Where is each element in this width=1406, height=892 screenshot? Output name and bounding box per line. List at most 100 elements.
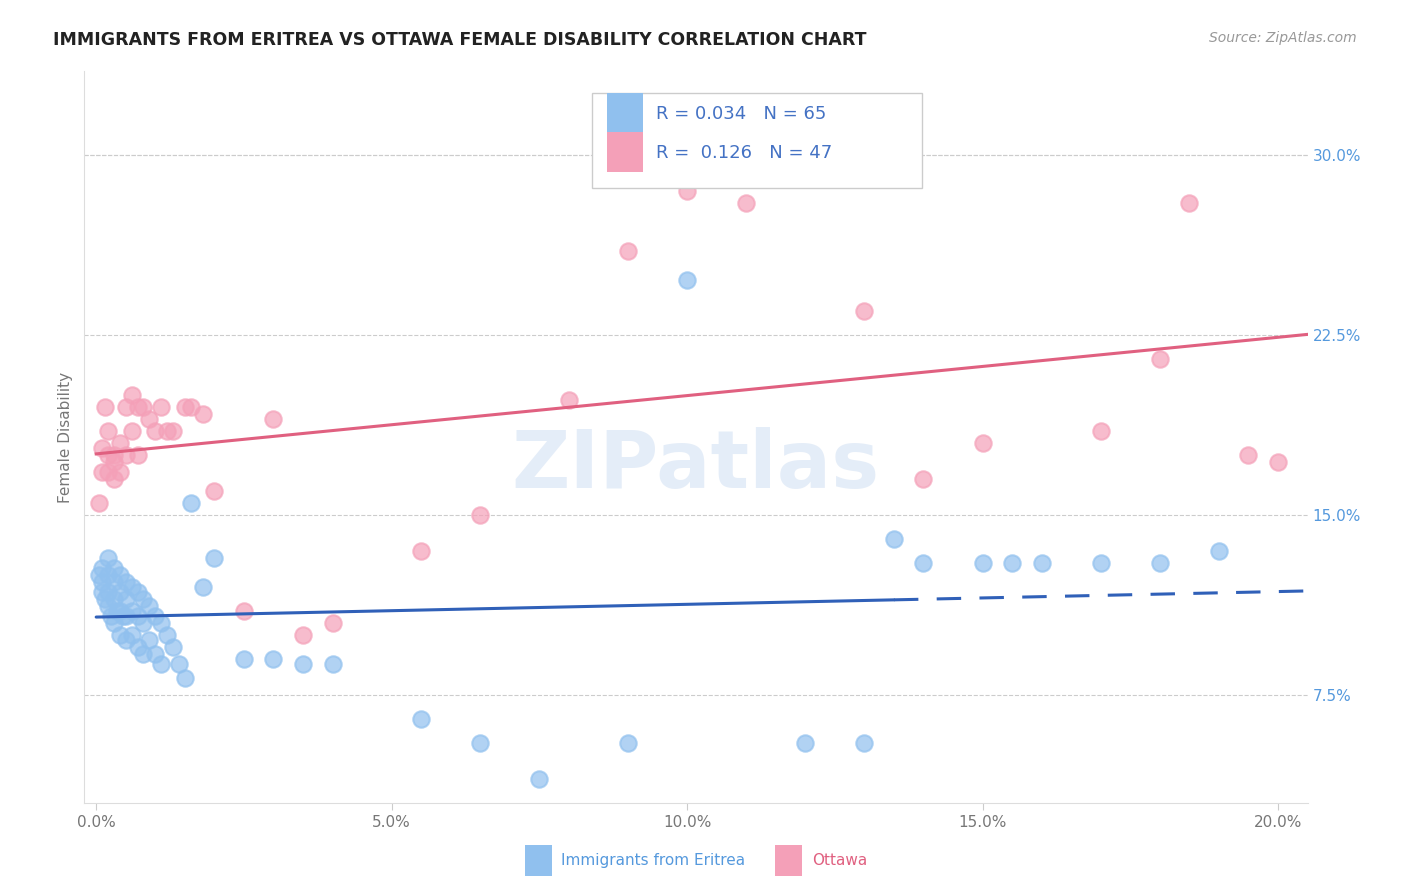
Point	[558, 392, 581, 407]
Point	[97, 465, 120, 479]
Point	[180, 400, 202, 414]
Point	[191, 407, 214, 421]
Point	[89, 568, 111, 582]
Point	[1267, 455, 1289, 469]
Point	[202, 483, 225, 498]
Point	[191, 580, 214, 594]
Point	[97, 551, 120, 566]
Point	[91, 441, 114, 455]
Point	[103, 455, 125, 469]
Point	[121, 604, 143, 618]
Point	[794, 736, 817, 750]
Text: R =  0.126   N = 47: R = 0.126 N = 47	[655, 145, 832, 162]
Point	[1237, 448, 1260, 462]
Point	[94, 400, 117, 414]
Point	[173, 671, 195, 685]
Point	[411, 712, 433, 726]
Point	[1208, 544, 1230, 558]
Point	[114, 575, 136, 590]
Point	[111, 608, 134, 623]
Point	[470, 736, 492, 750]
Point	[114, 400, 136, 414]
Point	[735, 196, 758, 211]
Point	[853, 736, 876, 750]
Point	[103, 591, 125, 606]
Point	[121, 628, 143, 642]
Point	[103, 448, 125, 462]
Point	[143, 647, 166, 661]
Point	[97, 448, 120, 462]
Point	[150, 400, 173, 414]
Point	[114, 608, 136, 623]
Point	[105, 604, 128, 618]
Point	[1149, 352, 1171, 367]
Point	[156, 424, 179, 438]
Point	[150, 657, 173, 671]
Point	[617, 244, 640, 259]
Point	[89, 496, 111, 510]
Point	[103, 615, 125, 630]
Point	[972, 436, 994, 450]
Point	[108, 584, 131, 599]
Point	[103, 472, 125, 486]
Point	[127, 400, 149, 414]
Point	[202, 551, 225, 566]
Point	[883, 532, 905, 546]
Point	[676, 273, 699, 287]
Point	[232, 652, 254, 666]
Text: R = 0.034   N = 65: R = 0.034 N = 65	[655, 104, 825, 123]
Point	[132, 615, 155, 630]
Point	[103, 575, 125, 590]
Point	[143, 424, 166, 438]
Point	[150, 615, 173, 630]
Point	[411, 544, 433, 558]
Point	[108, 604, 131, 618]
Text: Ottawa: Ottawa	[813, 853, 868, 868]
Point	[292, 628, 315, 642]
Point	[108, 436, 131, 450]
Point	[167, 657, 190, 671]
Point	[529, 772, 551, 786]
Point	[108, 628, 131, 642]
Point	[1178, 196, 1201, 211]
Point	[173, 400, 195, 414]
Point	[912, 556, 935, 570]
Point	[121, 424, 143, 438]
Point	[114, 591, 136, 606]
Text: Source: ZipAtlas.com: Source: ZipAtlas.com	[1209, 31, 1357, 45]
Point	[912, 472, 935, 486]
Point	[132, 591, 155, 606]
Point	[322, 615, 344, 630]
Point	[143, 608, 166, 623]
Point	[97, 599, 120, 614]
Point	[794, 148, 817, 162]
Point	[127, 608, 149, 623]
Bar	[776, 846, 803, 876]
Point	[470, 508, 492, 522]
Point	[108, 465, 131, 479]
Point	[97, 424, 120, 438]
Bar	[524, 846, 551, 876]
Point	[138, 412, 160, 426]
Point	[262, 412, 284, 426]
Point	[232, 604, 254, 618]
Point	[162, 424, 184, 438]
Point	[1001, 556, 1024, 570]
Point	[162, 640, 184, 654]
Point	[94, 591, 117, 606]
Point	[108, 568, 131, 582]
Point	[180, 496, 202, 510]
Point	[138, 632, 160, 647]
Point	[676, 184, 699, 198]
Point	[114, 632, 136, 647]
Point	[138, 599, 160, 614]
Point	[97, 568, 120, 582]
Point	[91, 575, 114, 590]
Point	[91, 584, 114, 599]
Point	[1149, 556, 1171, 570]
Point	[1031, 556, 1053, 570]
Point	[114, 448, 136, 462]
Y-axis label: Female Disability: Female Disability	[58, 371, 73, 503]
Point	[127, 448, 149, 462]
Text: Immigrants from Eritrea: Immigrants from Eritrea	[561, 853, 745, 868]
